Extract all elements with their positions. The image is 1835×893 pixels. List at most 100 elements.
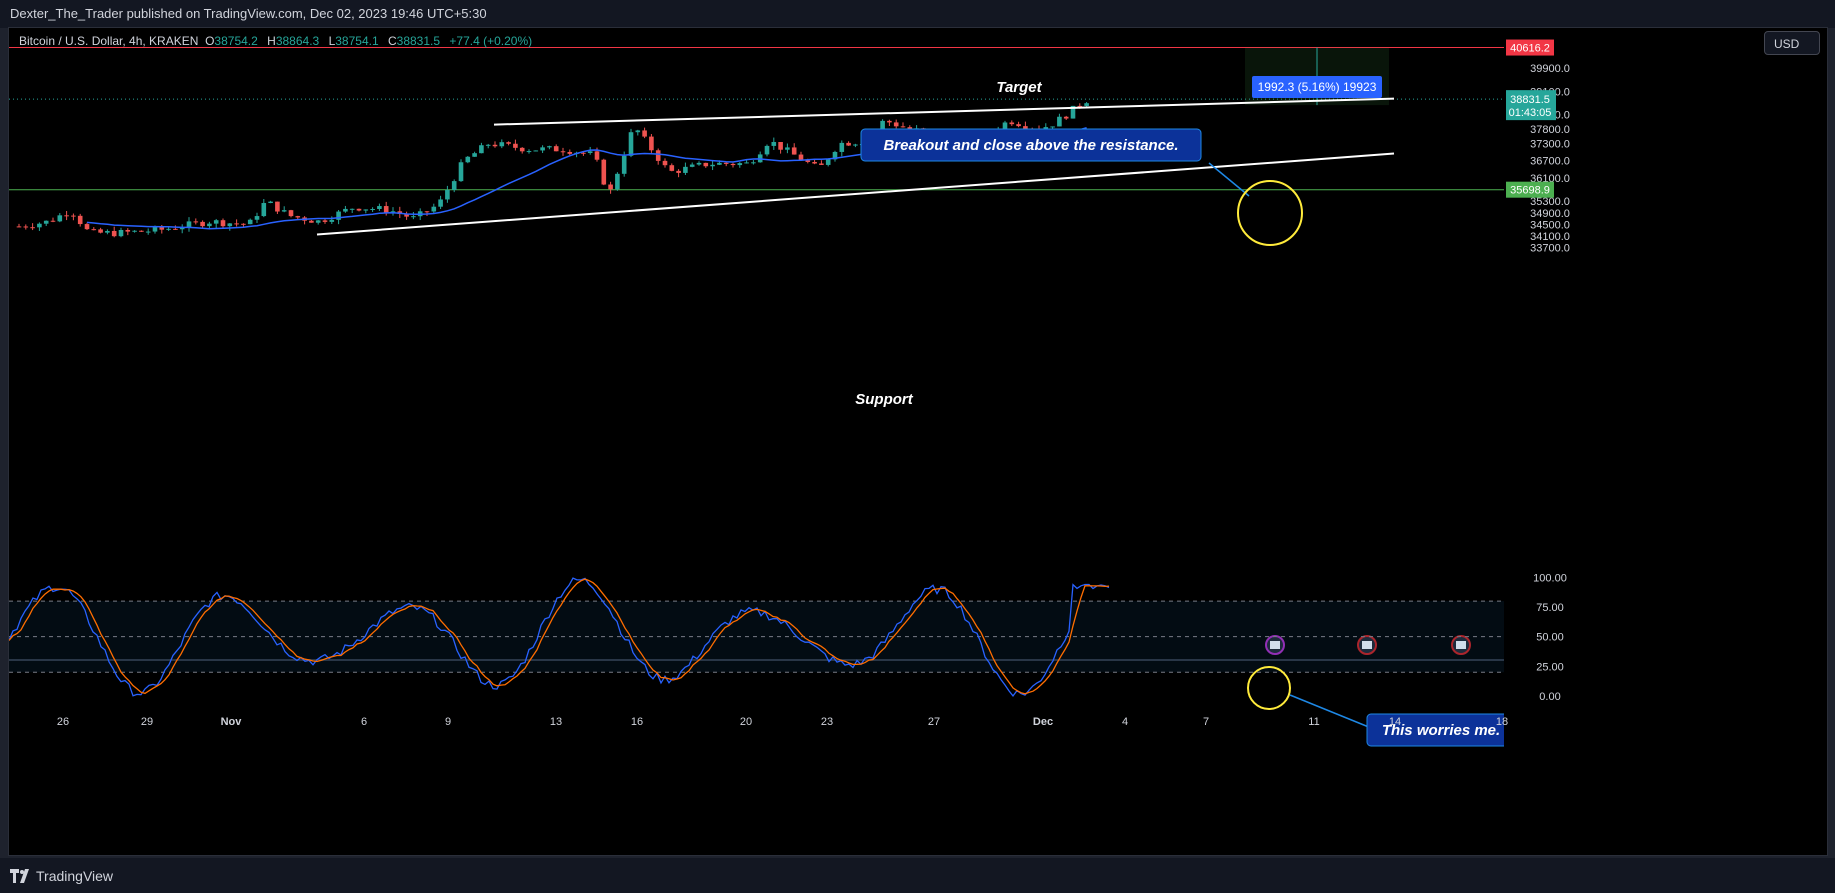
- candle-body: [717, 162, 722, 165]
- candle-body: [404, 213, 409, 217]
- stoch-tick-label: 50.00: [1536, 632, 1564, 644]
- time-tick-label: 7: [1203, 716, 1209, 728]
- price-tick-label: 35300.0: [1530, 196, 1570, 208]
- candle-body: [234, 223, 239, 225]
- close-value: 38831.5: [396, 34, 441, 48]
- candle-body: [1023, 126, 1028, 129]
- candle-body: [513, 143, 518, 148]
- trendlines: [316, 97, 1395, 236]
- candle-body: [519, 147, 525, 152]
- candle-body: [567, 151, 573, 154]
- candle-body: [730, 163, 736, 166]
- candle-body: [710, 164, 715, 167]
- candle-body: [683, 166, 688, 173]
- candle-body: [179, 227, 185, 230]
- candle-body: [98, 229, 103, 233]
- candle-body: [438, 199, 443, 207]
- chart-frame[interactable]: 1992.3 (5.16%) 19923 Target Support Breako…: [8, 27, 1828, 856]
- candle-body: [309, 220, 314, 223]
- price-axis[interactable]: 41500.039900.039100.038300.037800.037300…: [1504, 28, 1827, 855]
- price-tick-label: 39900.0: [1530, 63, 1570, 75]
- candle-body: [1016, 124, 1021, 127]
- candle-body: [1063, 116, 1069, 119]
- candle-body: [125, 229, 131, 232]
- candle-body: [71, 215, 76, 217]
- price-tick-label: 37300.0: [1530, 138, 1570, 150]
- candle-body: [1084, 103, 1089, 106]
- time-tick-label: 11: [1308, 716, 1319, 728]
- candle-body: [805, 160, 811, 162]
- time-tick-label: 20: [740, 716, 752, 728]
- stochastic-pane[interactable]: This worries me.: [9, 577, 1516, 747]
- candle-body: [247, 219, 253, 225]
- candle-body: [587, 151, 593, 153]
- price-tick-label: 37800.0: [1530, 124, 1570, 136]
- candle-body: [227, 223, 233, 227]
- candle-body: [798, 154, 804, 161]
- candle-body: [451, 181, 457, 190]
- low-label: L: [328, 34, 336, 48]
- price-tick-label: 36700.0: [1530, 156, 1570, 168]
- price-axis-bg: [1504, 28, 1827, 855]
- candle-body: [458, 162, 464, 182]
- open-label: O: [205, 34, 215, 48]
- candle-body: [635, 130, 641, 133]
- tradingview-logo-icon: [10, 868, 32, 883]
- candle-body: [213, 220, 219, 224]
- event-markers[interactable]: [1265, 635, 1471, 655]
- candle-body: [839, 142, 845, 152]
- candle-body: [1077, 105, 1083, 107]
- candle-body: [553, 146, 559, 152]
- currency-button[interactable]: USD: [1764, 31, 1820, 55]
- candle-body: [336, 211, 341, 220]
- breakout-callout-text: Breakout and close above the resistance.: [883, 137, 1178, 154]
- candle-body: [601, 159, 607, 185]
- stoch-callout-text: This worries me.: [1382, 722, 1500, 739]
- candle-body: [900, 126, 906, 128]
- candle-body: [152, 226, 158, 232]
- candle-body: [370, 208, 375, 210]
- footer: TradingView: [0, 858, 1835, 893]
- time-tick-label: 9: [445, 716, 451, 728]
- resistance-trendline: [493, 97, 1395, 126]
- level-label-bg: [1506, 181, 1554, 198]
- candle-body: [492, 144, 498, 147]
- candle-body: [275, 201, 280, 212]
- candle-body: [880, 120, 885, 132]
- time-tick-label: Nov: [221, 716, 243, 728]
- candle-body: [655, 150, 661, 161]
- stoch-d-line: [9, 578, 1110, 695]
- candle-body: [50, 220, 56, 222]
- stoch-tick-label: 0.00: [1539, 691, 1560, 703]
- stoch-highlight-circle: [1247, 666, 1291, 710]
- candle-body: [356, 208, 362, 211]
- time-tick-label: 29: [141, 716, 153, 728]
- candle-body: [295, 216, 301, 218]
- candle-body: [832, 151, 838, 160]
- candle-body: [621, 155, 627, 174]
- time-axis[interactable]: 26 29 Nov 6 9 13 16 20 23 27 Dec 4 7 11 14 18: [57, 716, 1508, 728]
- candle-body: [23, 226, 29, 228]
- price-pane[interactable]: 1992.3 (5.16%) 19923 Target Support Breako…: [9, 47, 1504, 655]
- candle-body: [1057, 116, 1062, 127]
- candle-body: [1050, 126, 1055, 128]
- chart-canvas[interactable]: 1992.3 (5.16%) 19923 Target Support Breako…: [9, 28, 1827, 855]
- current-price-bg: [1506, 90, 1556, 121]
- level-lines: [9, 47, 1504, 191]
- countdown-label: 01:43:05: [1509, 107, 1552, 119]
- candle-body: [812, 161, 817, 164]
- footer-brand: TradingView: [36, 867, 114, 884]
- candle-body: [390, 211, 396, 213]
- price-tick-label: 41500.0: [1530, 28, 1570, 29]
- stochastic-annotations: This worries me.: [1247, 666, 1516, 747]
- stoch-k-line: [9, 577, 1110, 697]
- annotations: Target Support Breakout and close above th…: [855, 79, 1303, 408]
- time-tick-label: Dec: [1033, 716, 1053, 728]
- breakout-highlight-circle: [1237, 180, 1303, 246]
- candle-body: [689, 164, 695, 167]
- candle-body: [77, 215, 83, 225]
- support-annotation: Support: [855, 391, 913, 408]
- candle-body: [581, 152, 586, 154]
- candle-body: [84, 224, 90, 230]
- candle-body: [57, 215, 63, 222]
